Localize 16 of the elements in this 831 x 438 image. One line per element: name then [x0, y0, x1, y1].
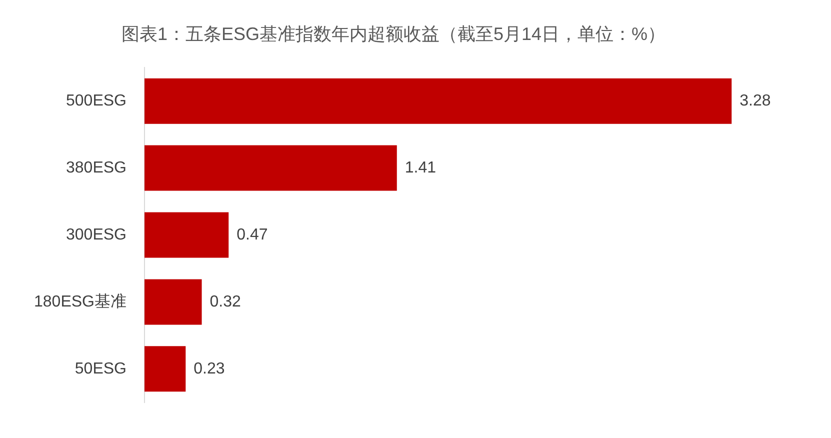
bar [144, 145, 397, 191]
bar [144, 212, 229, 258]
y-tick-label: 50ESG [74, 360, 126, 378]
y-tick-label: 380ESG [66, 159, 126, 176]
data-label: 0.32 [210, 293, 242, 310]
bar [144, 279, 202, 325]
data-label: 1.41 [404, 159, 436, 176]
data-label: 3.28 [740, 92, 771, 110]
chart-title: 图表1：五条ESG基准指数年内超额收益（截至5月14日，单位：%） [121, 24, 666, 44]
y-tick-label: 180ESG基准 [34, 292, 126, 310]
y-tick-label: 300ESG [66, 226, 126, 244]
bar [144, 78, 732, 124]
y-tick-label: 500ESG [66, 92, 126, 110]
bar [144, 346, 186, 392]
data-label: 0.23 [194, 360, 225, 378]
data-label: 0.47 [236, 226, 268, 244]
